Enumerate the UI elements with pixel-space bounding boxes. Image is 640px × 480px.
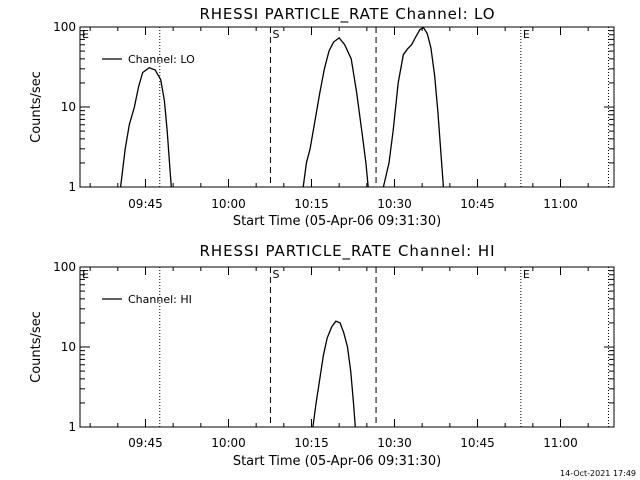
lo-x-tick-label: 10:45	[460, 197, 495, 211]
hi-y-axis-label: Counts/sec	[29, 311, 44, 383]
hi-legend-label: Channel: HI	[128, 293, 192, 306]
footer-timestamp: 14-Oct-2021 17:49	[560, 469, 636, 478]
lo-x-tick-label: 10:15	[294, 197, 329, 211]
lo-y-tick-label: 100	[53, 20, 76, 34]
hi-x-axis-label: Start Time (05-Apr-06 09:31:30)	[233, 454, 441, 469]
hi-x-tick-label: 10:15	[294, 436, 329, 450]
hi-x-tick-label: 10:00	[211, 436, 246, 450]
lo-x-tick-label: 09:45	[128, 197, 163, 211]
lo-event-marker-label: S	[272, 28, 279, 41]
panel-lo: RHESSI PARTICLE_RATE Channel: LO Start Ti…	[29, 5, 615, 229]
hi-event-marker-label: E	[523, 268, 530, 281]
lo-series-line	[119, 26, 445, 188]
lo-y-axis-label: Counts/sec	[29, 71, 44, 143]
lo-y-tick-label: 10	[61, 100, 76, 114]
panel-hi: RHESSI PARTICLE_RATE Channel: HI Start Ti…	[29, 242, 615, 469]
hi-y-tick-label: 100	[53, 260, 76, 274]
lo-legend-label: Channel: LO	[128, 53, 195, 66]
hi-event-marker-label: E	[82, 268, 89, 281]
lo-x-axis-label: Start Time (05-Apr-06 09:31:30)	[233, 214, 441, 229]
lo-chart-title: RHESSI PARTICLE_RATE Channel: LO	[200, 5, 495, 24]
lo-event-marker-label: E	[523, 28, 530, 41]
hi-series-line	[312, 320, 356, 428]
lo-x-tick-label: 10:00	[211, 197, 246, 211]
lo-x-tick-label: 11:00	[543, 197, 578, 211]
hi-y-tick-label: 1	[68, 420, 76, 434]
hi-y-tick-label: 10	[61, 340, 76, 354]
hi-x-tick-label: 10:45	[460, 436, 495, 450]
lo-y-tick-label: 1	[68, 180, 76, 194]
hi-x-tick-label: 10:30	[377, 436, 412, 450]
hi-event-marker-label: S	[272, 268, 279, 281]
lo-x-tick-label: 10:30	[377, 197, 412, 211]
hi-chart-title: RHESSI PARTICLE_RATE Channel: HI	[200, 242, 495, 261]
hi-x-tick-label: 11:00	[543, 436, 578, 450]
hi-x-tick-label: 09:45	[128, 436, 163, 450]
lo-event-marker-label: E	[82, 28, 89, 41]
